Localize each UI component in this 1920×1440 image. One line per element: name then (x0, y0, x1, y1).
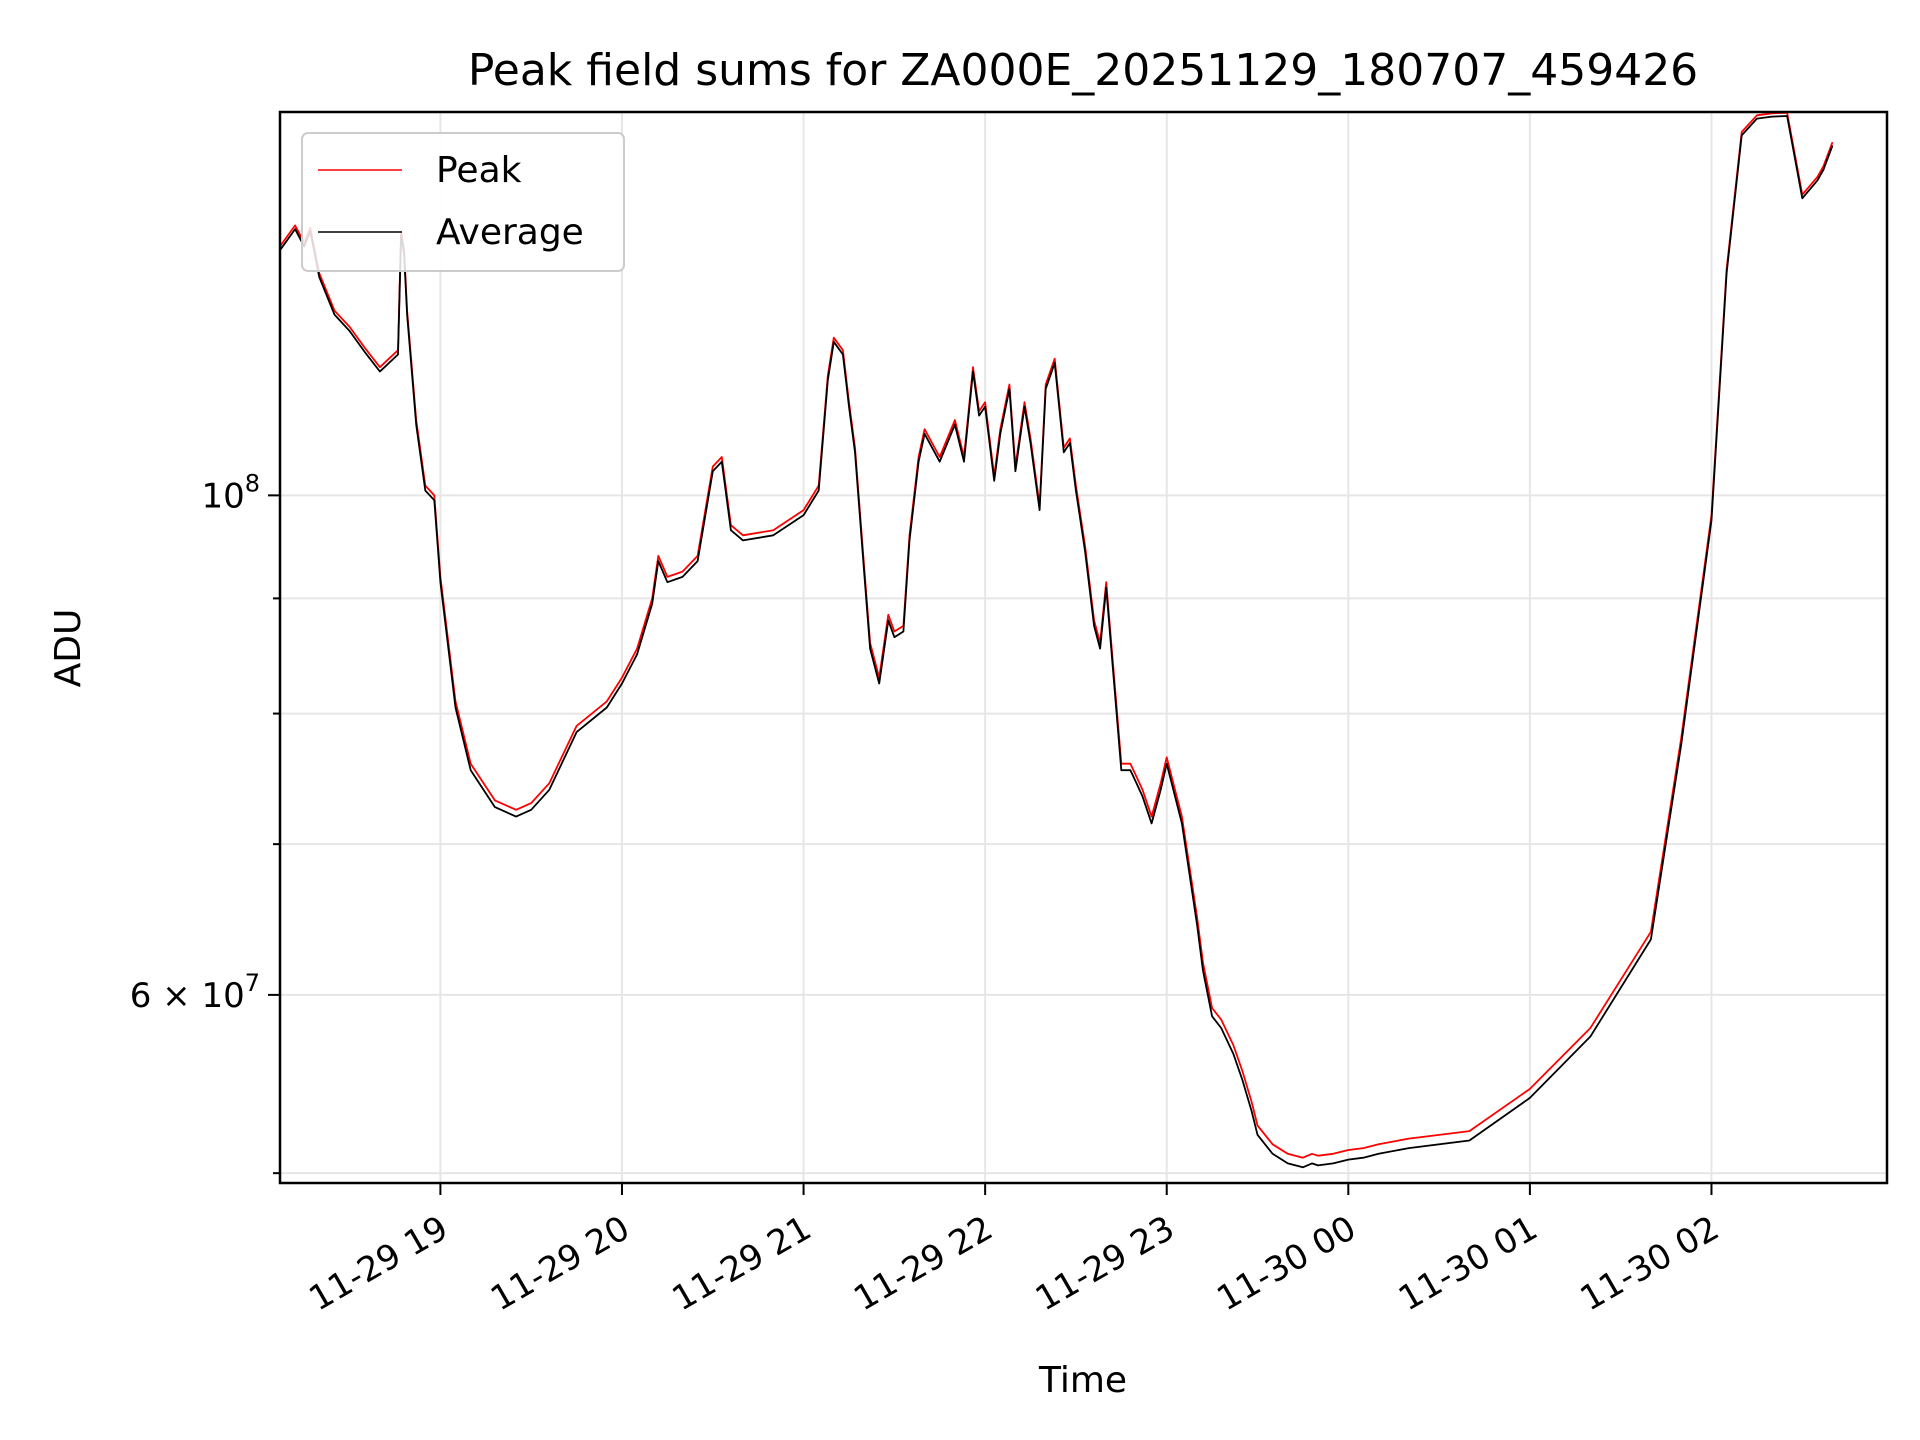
y-axis-label: ADU (48, 609, 89, 688)
y-tick-label: 6 × 107 (130, 969, 260, 1016)
plot-frame (278, 110, 1889, 1185)
legend-label-peak: Peak (436, 150, 522, 191)
series-line-peak (279, 111, 1834, 1159)
legend: Peak Average (301, 132, 625, 272)
x-axis-label: Time (1038, 1360, 1127, 1401)
series-lines (279, 111, 1834, 1169)
series-line-average (279, 115, 1834, 1169)
grid-lines (280, 112, 1887, 1183)
y-tick-label: 108 (201, 469, 260, 516)
y-axis-ticks: 6 × 107 108 (130, 469, 280, 1175)
chart-title: Peak field sums for ZA000E_20251129_1807… (468, 45, 1698, 96)
legend-box (301, 132, 625, 272)
legend-label-average: Average (436, 212, 584, 253)
